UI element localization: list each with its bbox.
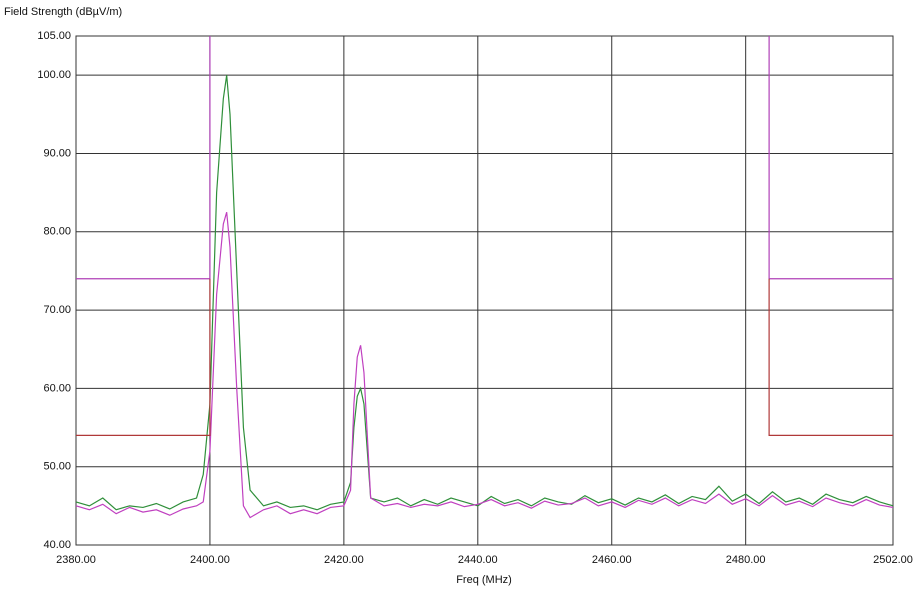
- x-tick-label: 2440.00: [458, 554, 498, 566]
- y-tick-label: 100.00: [37, 69, 71, 81]
- y-tick-label: 70.00: [43, 304, 71, 316]
- chart-title: Field Strength (dBµV/m): [4, 6, 122, 18]
- series-line: [75, 212, 894, 519]
- x-tick-label: 2400.00: [190, 554, 230, 566]
- x-tick-label: 2460.00: [592, 554, 632, 566]
- y-tick-label: 50.00: [43, 461, 71, 473]
- y-tick-label: 40.00: [43, 539, 71, 551]
- series-line: [768, 278, 893, 436]
- x-axis-label: Freq (MHz): [456, 574, 512, 586]
- x-tick-label: 2502.00: [873, 554, 913, 566]
- x-tick-label: 2420.00: [324, 554, 364, 566]
- y-tick-label: 60.00: [43, 382, 71, 394]
- series-line: [76, 278, 211, 436]
- y-tick-label: 90.00: [43, 147, 71, 159]
- plot-area: [75, 35, 894, 546]
- series-line: [75, 75, 894, 511]
- y-tick-label: 80.00: [43, 226, 71, 238]
- x-tick-label: 2480.00: [726, 554, 766, 566]
- y-tick-label: 105.00: [37, 30, 71, 42]
- x-tick-label: 2380.00: [56, 554, 96, 566]
